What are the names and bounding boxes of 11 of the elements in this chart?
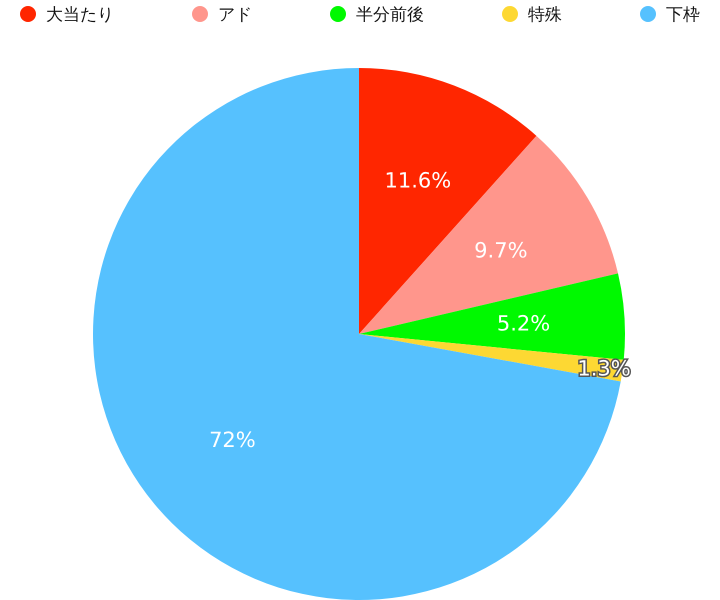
pie-slice — [359, 273, 625, 360]
pie-slice — [359, 136, 618, 334]
legend-label: アド — [218, 4, 252, 25]
data-label: 5.2% — [496, 311, 550, 336]
data-label: 72% — [209, 428, 256, 452]
data-label: 9.7% — [474, 238, 528, 262]
legend-label: 下枠 — [666, 4, 700, 25]
legend-label: 大当たり — [46, 4, 114, 25]
legend-label: 半分前後 — [356, 4, 424, 25]
data-label: 11.6% — [384, 168, 452, 192]
legend-label: 特殊 — [528, 4, 562, 25]
